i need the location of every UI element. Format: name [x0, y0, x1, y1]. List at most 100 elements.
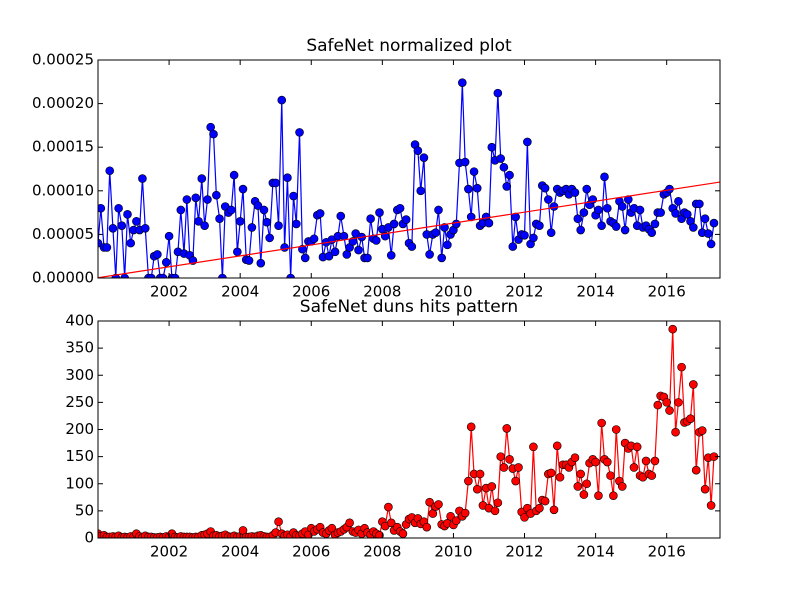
- data-point: [354, 245, 363, 255]
- data-point: [466, 422, 476, 432]
- data-point: [647, 228, 657, 237]
- data-point: [650, 219, 660, 229]
- data-point: [511, 476, 520, 486]
- data-point: [126, 238, 135, 248]
- x-tick-label: 2012: [505, 283, 543, 301]
- data-point: [549, 202, 559, 211]
- x-tick-label: 2014: [577, 283, 615, 301]
- data-point: [650, 456, 660, 466]
- data-point: [309, 234, 319, 244]
- x-tick-label: 2010: [434, 543, 472, 561]
- data-point: [197, 174, 207, 183]
- data-point: [499, 162, 509, 172]
- data-point: [345, 518, 354, 528]
- data-point: [262, 217, 272, 227]
- x-tick-label: 2016: [648, 283, 686, 301]
- data-point: [472, 484, 482, 494]
- data-point: [466, 212, 476, 222]
- data-point: [695, 199, 704, 209]
- data-point: [635, 205, 645, 215]
- data-point: [140, 223, 150, 233]
- data-point: [286, 273, 295, 278]
- data-point: [573, 482, 583, 491]
- data-point: [597, 418, 606, 428]
- y-tick-label: 0.00025: [32, 51, 94, 69]
- data-point: [253, 201, 263, 210]
- data-point: [697, 426, 707, 435]
- x-tick-label: 2002: [150, 543, 188, 561]
- data-point: [689, 223, 698, 232]
- data-point: [164, 231, 174, 241]
- data-point: [668, 324, 678, 334]
- y-tick-label: 0.00020: [32, 94, 94, 112]
- data-point: [292, 219, 301, 229]
- x-tick-label: 2002: [150, 283, 188, 301]
- data-point: [330, 247, 340, 257]
- data-point: [434, 500, 443, 509]
- data-point: [295, 128, 304, 137]
- x-tick-label: 2006: [292, 283, 330, 301]
- data-point: [546, 468, 556, 478]
- data-point: [549, 505, 559, 515]
- data-point: [191, 193, 201, 203]
- data-point: [579, 490, 589, 499]
- data-point: [600, 172, 609, 182]
- data-point: [203, 195, 212, 204]
- data-point: [570, 453, 580, 463]
- data-point: [609, 491, 618, 500]
- data-point: [647, 471, 657, 480]
- data-point: [105, 166, 115, 176]
- data-point: [594, 491, 603, 500]
- x-tick-label: 2016: [648, 543, 686, 561]
- y-tick-label: 0.00010: [32, 181, 94, 199]
- data-point: [540, 183, 550, 193]
- data-point: [555, 472, 565, 482]
- data-point: [161, 258, 171, 267]
- data-point: [529, 442, 538, 452]
- data-point: [499, 463, 509, 472]
- data-point: [138, 174, 147, 183]
- data-point: [440, 223, 449, 232]
- data-point: [283, 173, 292, 183]
- data-point: [475, 469, 485, 479]
- data-point: [298, 244, 307, 254]
- y-tick-label: 300: [65, 366, 94, 384]
- data-point: [671, 209, 680, 218]
- data-point: [366, 214, 375, 224]
- x-tick-label: 2008: [363, 283, 401, 301]
- data-point: [247, 223, 257, 232]
- data-point: [315, 209, 325, 218]
- data-point: [700, 484, 710, 494]
- data-point: [212, 190, 221, 200]
- data-point: [573, 214, 583, 224]
- series-line: [98, 181, 720, 278]
- data-point: [274, 221, 283, 230]
- data-point: [200, 221, 209, 230]
- data-point: [464, 184, 473, 194]
- y-tick-label: 0.00015: [32, 138, 94, 156]
- axes-frame: [97, 59, 721, 279]
- data-point: [451, 516, 461, 525]
- y-tick-label: 250: [65, 393, 94, 411]
- data-point: [597, 221, 606, 230]
- data-point: [446, 511, 455, 521]
- x-tick-label: 2004: [221, 543, 259, 561]
- data-point: [274, 517, 283, 527]
- data-point: [570, 188, 580, 197]
- data-point: [218, 273, 227, 278]
- data-point: [582, 479, 592, 489]
- data-point: [209, 129, 218, 139]
- y-tick-label: 0.00005: [32, 225, 94, 243]
- data-point: [700, 214, 710, 224]
- data-point: [117, 221, 127, 230]
- data-point: [505, 455, 514, 464]
- data-point: [324, 251, 334, 261]
- data-point: [398, 529, 408, 538]
- data-point: [502, 424, 512, 433]
- data-point: [620, 225, 630, 235]
- y-tick-label: 350: [65, 339, 94, 357]
- data-point: [98, 203, 106, 213]
- data-point: [233, 247, 242, 257]
- data-point: [147, 273, 156, 278]
